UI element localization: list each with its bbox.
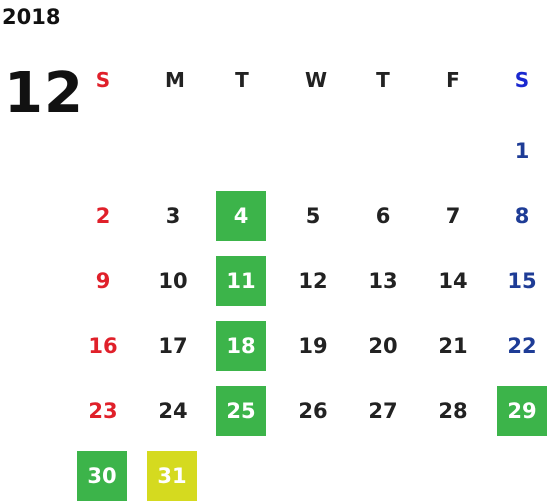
- day-cell[interactable]: 9: [95, 269, 111, 293]
- day-cell[interactable]: 14: [438, 269, 468, 293]
- day-cell[interactable]: 13: [368, 269, 398, 293]
- day-cell[interactable]: 8: [514, 204, 530, 228]
- year-label: 2018: [2, 5, 61, 29]
- day-cell-highlighted[interactable]: 11: [216, 256, 266, 306]
- weekday-friday: F: [446, 68, 460, 92]
- day-cell[interactable]: 16: [88, 334, 118, 358]
- day-cell[interactable]: 3: [165, 204, 181, 228]
- day-cell-highlighted-yellow[interactable]: 31: [147, 451, 197, 501]
- day-cell-highlighted[interactable]: 29: [497, 386, 547, 436]
- day-cell[interactable]: 21: [438, 334, 468, 358]
- day-cell[interactable]: 24: [158, 399, 188, 423]
- day-cell[interactable]: 15: [507, 269, 537, 293]
- day-cell-highlighted[interactable]: 25: [216, 386, 266, 436]
- weekday-saturday: S: [514, 68, 530, 92]
- day-cell[interactable]: 7: [445, 204, 461, 228]
- day-cell-highlighted[interactable]: 18: [216, 321, 266, 371]
- day-cell[interactable]: 22: [507, 334, 537, 358]
- day-cell[interactable]: 12: [298, 269, 328, 293]
- weekday-wednesday: W: [304, 68, 328, 92]
- weekday-sunday: S: [95, 68, 111, 92]
- day-cell[interactable]: 17: [158, 334, 188, 358]
- day-cell[interactable]: 23: [88, 399, 118, 423]
- day-cell[interactable]: 6: [375, 204, 391, 228]
- day-cell-highlighted[interactable]: 4: [216, 191, 266, 241]
- day-cell[interactable]: 19: [298, 334, 328, 358]
- day-cell[interactable]: 10: [158, 269, 188, 293]
- weekday-tuesday: T: [235, 68, 249, 92]
- day-cell[interactable]: 26: [298, 399, 328, 423]
- day-cell[interactable]: 28: [438, 399, 468, 423]
- weekday-thursday: T: [376, 68, 390, 92]
- day-cell[interactable]: 27: [368, 399, 398, 423]
- day-cell-highlighted[interactable]: 30: [77, 451, 127, 501]
- day-cell[interactable]: 5: [305, 204, 321, 228]
- day-cell[interactable]: 20: [368, 334, 398, 358]
- day-cell[interactable]: 1: [514, 139, 530, 163]
- month-number: 12: [4, 61, 84, 126]
- day-cell[interactable]: 2: [95, 204, 111, 228]
- weekday-monday: M: [165, 68, 185, 92]
